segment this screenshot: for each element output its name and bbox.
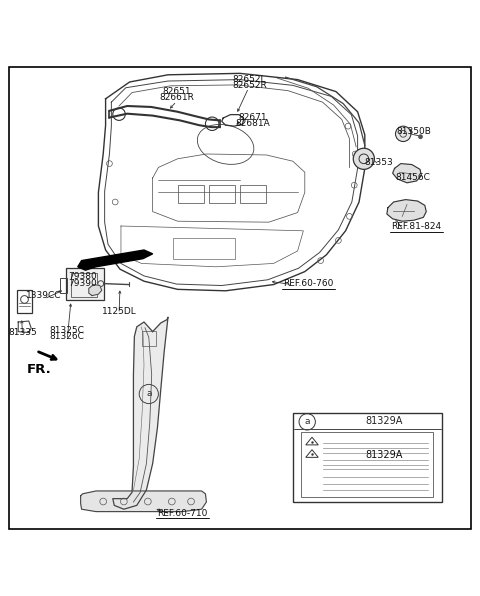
Text: 82661R: 82661R: [159, 94, 194, 103]
Polygon shape: [393, 163, 421, 183]
Bar: [173, 238, 235, 259]
Bar: [209, 185, 235, 203]
Text: 81335: 81335: [8, 328, 37, 337]
Text: 82652L: 82652L: [233, 75, 266, 84]
Text: 81350B: 81350B: [396, 127, 431, 136]
Text: FR.: FR.: [26, 362, 51, 375]
Text: 81329A: 81329A: [365, 416, 403, 426]
Text: 1125DL: 1125DL: [102, 307, 136, 316]
Text: 82671: 82671: [239, 113, 267, 122]
Text: 82681A: 82681A: [236, 119, 270, 128]
Circle shape: [396, 126, 411, 141]
Bar: [142, 331, 156, 346]
Polygon shape: [387, 200, 426, 221]
Text: 82651: 82651: [162, 87, 191, 96]
Text: a: a: [304, 417, 310, 426]
Bar: [17, 290, 32, 313]
Polygon shape: [81, 491, 206, 511]
Bar: [71, 272, 97, 297]
Polygon shape: [113, 317, 168, 509]
Bar: [60, 278, 67, 293]
Bar: [240, 185, 266, 203]
Text: 79380: 79380: [68, 272, 97, 281]
Circle shape: [418, 134, 423, 139]
Text: 81353: 81353: [365, 158, 394, 167]
Text: 81329A: 81329A: [365, 451, 403, 461]
Text: 81325C: 81325C: [50, 326, 84, 335]
Text: 1339CC: 1339CC: [26, 291, 62, 300]
Text: 79390: 79390: [68, 278, 97, 288]
Text: 82652R: 82652R: [232, 81, 267, 91]
Bar: [66, 268, 104, 300]
Text: 81456C: 81456C: [396, 172, 430, 182]
Polygon shape: [78, 250, 153, 270]
Text: REF.81-824: REF.81-824: [392, 222, 442, 231]
Polygon shape: [89, 284, 102, 296]
Bar: [178, 185, 204, 203]
Text: REF.60-710: REF.60-710: [157, 508, 207, 517]
Circle shape: [353, 148, 374, 169]
Text: REF.60-760: REF.60-760: [284, 279, 334, 288]
Bar: [301, 433, 433, 497]
Bar: [293, 413, 442, 502]
Text: 81326C: 81326C: [50, 333, 84, 342]
Text: a: a: [146, 390, 152, 399]
